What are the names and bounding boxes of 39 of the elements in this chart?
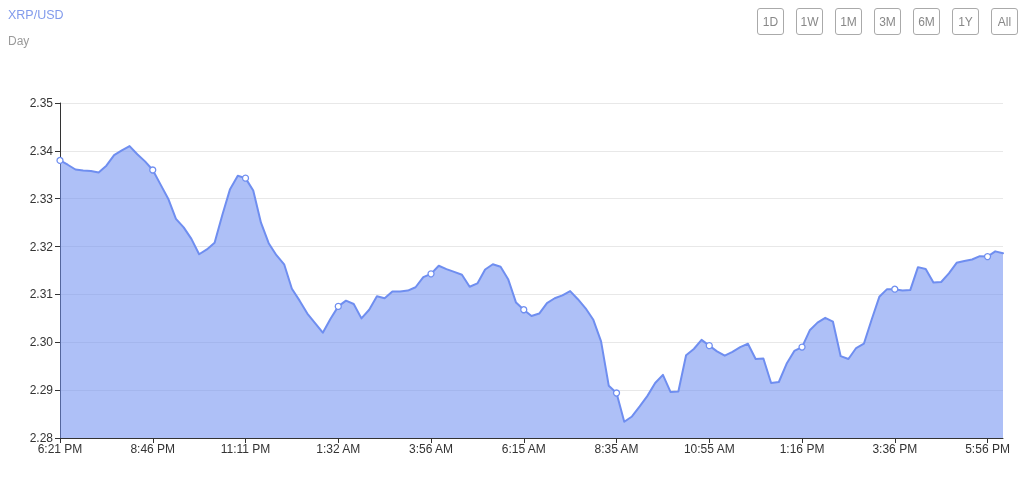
y-tick-label: 2.32 bbox=[29, 239, 54, 254]
chart-title: XRP/USD bbox=[8, 7, 64, 22]
range-button[interactable]: 1M bbox=[835, 8, 862, 35]
x-tick-label: 8:46 PM bbox=[130, 442, 176, 456]
range-button[interactable]: All bbox=[991, 8, 1018, 35]
x-tick-label: 3:56 AM bbox=[409, 442, 454, 456]
y-tick-label: 2.33 bbox=[29, 191, 54, 206]
point bbox=[427, 270, 435, 278]
chart-subtitle: Day bbox=[8, 34, 30, 48]
range-button[interactable]: 1W bbox=[796, 8, 823, 35]
x-tick-label: 6:15 AM bbox=[501, 442, 546, 456]
x-tick-label: 1:32 AM bbox=[316, 442, 361, 456]
range-button[interactable]: 6M bbox=[913, 8, 940, 35]
x-tick-label: 11:11 PM bbox=[220, 442, 271, 456]
point bbox=[241, 174, 250, 182]
x-tick-label: 3:36 PM bbox=[872, 442, 918, 456]
x-tick-label: 5:56 PM bbox=[965, 442, 1010, 456]
range-button[interactable]: 1D bbox=[757, 8, 784, 35]
point bbox=[334, 302, 342, 311]
point bbox=[705, 341, 713, 350]
point bbox=[612, 389, 621, 397]
range-button[interactable]: 1Y bbox=[952, 8, 979, 35]
y-tick-label: 2.34 bbox=[29, 143, 54, 158]
point bbox=[983, 252, 992, 261]
point bbox=[56, 156, 64, 165]
point bbox=[891, 285, 899, 293]
point bbox=[149, 166, 157, 174]
y-tick-label: 2.31 bbox=[29, 287, 54, 302]
x-tick-label: 8:35 AM bbox=[594, 442, 639, 456]
y-tick-label: 2.28 bbox=[29, 431, 54, 445]
x-tick-label: 10:55 AM bbox=[683, 442, 735, 456]
range-button[interactable]: 3M bbox=[874, 8, 901, 35]
point bbox=[520, 306, 528, 314]
point bbox=[798, 343, 806, 351]
x-tick-label: 6:21 PM bbox=[37, 442, 83, 456]
y-tick-label: 2.30 bbox=[29, 335, 54, 350]
y-tick-label: 2.29 bbox=[29, 383, 54, 398]
x-tick-label: 1:16 PM bbox=[779, 442, 825, 456]
y-tick-label: 2.35 bbox=[29, 96, 54, 110]
